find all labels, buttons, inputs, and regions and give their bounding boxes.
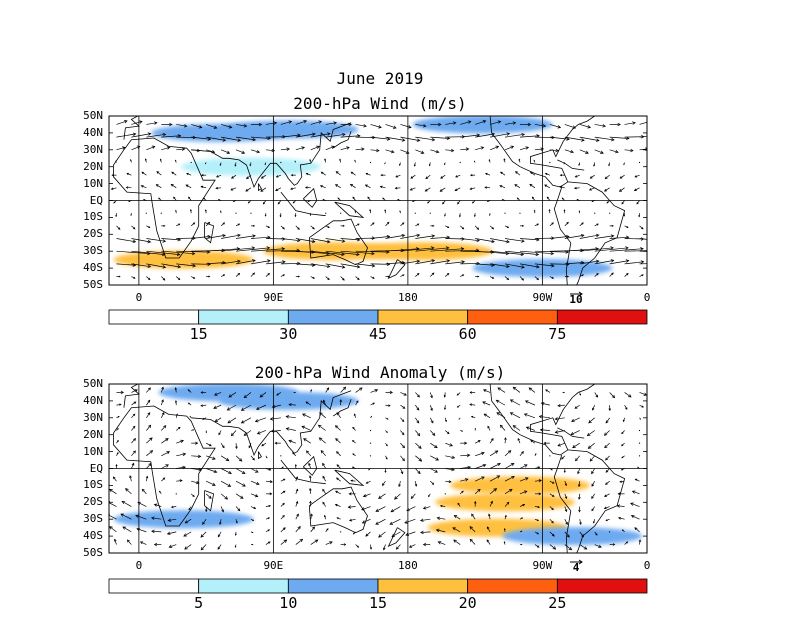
coastline (557, 427, 585, 439)
y-tick-label: 10S (83, 210, 103, 224)
x-tick-label: 180 (397, 559, 418, 572)
wind-vectors (109, 386, 647, 551)
coastline (332, 131, 352, 149)
reference-vector-label: 4 (572, 561, 580, 574)
colorbar-swatch (108, 578, 200, 594)
map-panel-1 (108, 115, 648, 325)
coastline (334, 201, 365, 218)
colorbar-swatch (287, 578, 379, 594)
y-tick-label: 30S (83, 512, 103, 526)
x-tick-label: 0 (643, 291, 651, 304)
coastline (387, 527, 406, 548)
y-tick-label: EQ (89, 461, 103, 475)
coastline (489, 384, 595, 456)
colorbar-level-label: 10 (279, 594, 298, 612)
y-tick-label: EQ (89, 193, 103, 207)
y-tick-label: 40N (83, 125, 103, 139)
anomaly-panel-title: 200-hPa Wind Anomaly (m/s) (254, 363, 506, 382)
figure-title: June 2019 (336, 69, 424, 88)
coastline (557, 159, 585, 171)
x-tick-label: 90E (263, 291, 284, 304)
colorbar-level-label: 15 (368, 594, 388, 612)
x-tick-label: 0 (643, 559, 651, 572)
coastline (308, 218, 368, 266)
colorbar-level-label: 60 (458, 325, 477, 343)
coastline (123, 116, 140, 140)
shaded-region (352, 242, 493, 261)
coastline (191, 390, 352, 457)
colorbar-level-label: 20 (458, 594, 477, 612)
x-tick-label: 0 (135, 291, 143, 304)
coastline (257, 183, 262, 192)
y-tick-label: 50N (83, 377, 103, 390)
colorbar-swatch (556, 578, 648, 594)
coastline (204, 222, 215, 244)
shaded-region (435, 493, 576, 512)
y-tick-label: 30S (83, 244, 103, 258)
y-tick-label: 50S (83, 546, 103, 559)
y-tick-label: 20S (83, 495, 103, 509)
reference-vector-label: 10 (569, 293, 583, 306)
x-tick-label: 0 (135, 559, 143, 572)
colorbar-level-label: 30 (279, 325, 298, 343)
coastline (123, 384, 140, 408)
y-tick-label: 20S (83, 227, 103, 241)
colorbar-level-label: 15 (189, 325, 208, 343)
colorbar-level-label: 25 (548, 594, 567, 612)
shaded-region (449, 476, 590, 495)
coastline (308, 486, 368, 534)
shaded-region (412, 116, 553, 134)
coastline (204, 490, 215, 512)
colorbar-level-label: 5 (194, 594, 204, 612)
colorbar-swatch (198, 578, 289, 594)
wind-vectors (110, 120, 647, 281)
x-tick-label: 90E (263, 559, 284, 572)
y-tick-label: 40N (83, 393, 103, 407)
wind-panel-title: 200-hPa Wind (m/s) (293, 94, 467, 113)
coastline (280, 191, 326, 217)
colorbar-swatch (108, 309, 200, 325)
coastline (280, 459, 326, 485)
y-tick-label: 30N (83, 142, 103, 156)
y-tick-label: 20N (83, 427, 103, 441)
y-tick-label: 10S (83, 478, 103, 492)
colorbar-swatch (467, 309, 558, 325)
x-tick-label: 90W (532, 291, 553, 304)
y-tick-label: 50N (83, 109, 103, 122)
colorbar-swatch (287, 309, 379, 325)
colorbar-swatch (198, 309, 289, 325)
y-tick-label: 10N (83, 176, 103, 190)
x-tick-label: 90W (532, 559, 553, 572)
colorbar-swatch (377, 578, 469, 594)
shaded-region (218, 391, 359, 410)
shaded-region (151, 123, 292, 142)
coastline (334, 469, 365, 486)
y-tick-label: 30N (83, 410, 103, 424)
colorbar-level-label: 75 (548, 325, 567, 343)
shaded-region (502, 527, 643, 546)
coastline (113, 137, 216, 259)
shaded-region (180, 157, 321, 176)
colorbar-swatch (377, 309, 469, 325)
colorbar-swatch (467, 578, 558, 594)
x-tick-label: 180 (397, 291, 418, 304)
y-tick-label: 10N (83, 444, 103, 458)
coastline (191, 122, 352, 189)
y-tick-label: 40S (83, 529, 103, 543)
coastline (257, 451, 262, 460)
y-tick-label: 40S (83, 261, 103, 275)
colorbar-swatch (556, 309, 648, 325)
map-panel-2 (108, 383, 648, 594)
y-tick-label: 20N (83, 159, 103, 173)
colorbar-level-label: 45 (368, 325, 388, 343)
y-tick-label: 50S (83, 278, 103, 291)
